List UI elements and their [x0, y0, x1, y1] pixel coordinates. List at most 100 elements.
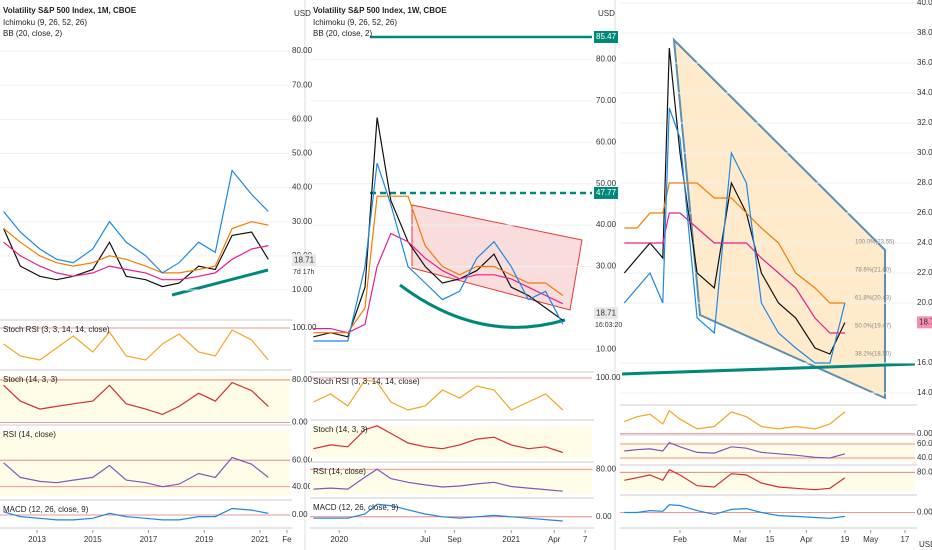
y-tick-label: 34.00	[917, 88, 932, 97]
fib-label: 50.0%(19.47)	[855, 324, 891, 330]
y-tick-label: 100.00	[292, 323, 317, 332]
series-line	[623, 47, 846, 355]
y-tick-label: 70.00	[292, 80, 313, 89]
series-line	[3, 329, 269, 361]
y-tick-label: 50.00	[596, 179, 617, 188]
pane-band	[620, 441, 915, 461]
y-tick-label: 0.00	[917, 429, 932, 438]
y-tick-label: 80.00	[292, 46, 313, 55]
y-tick-label: 60.00	[292, 455, 313, 464]
y-tick-label: 20.00	[917, 298, 932, 307]
x-tick-label: 15	[766, 535, 775, 544]
y-tick-label: 24.00	[917, 238, 932, 247]
x-tick-label: 2015	[84, 535, 102, 544]
x-tick-label: Apr	[800, 535, 813, 544]
y-tick-label: 30.00	[917, 148, 932, 157]
fib-label: 78.6%(21.80)	[855, 268, 891, 274]
x-tick-label: 2017	[140, 535, 158, 544]
y-tick-label: 40.00	[917, 453, 932, 462]
currency: USD	[294, 9, 311, 18]
series-line	[313, 425, 563, 454]
x-tick-label: 2021	[251, 535, 269, 544]
series-line	[313, 162, 564, 342]
series-line	[624, 504, 845, 519]
overlay-label: Ichimoku (9, 26, 52, 26)	[3, 18, 87, 27]
y-tick-label: 80.00	[917, 467, 932, 476]
chart-title: Volatility S&P 500 Index, 1W, CBOE	[313, 6, 447, 15]
y-tick-label: 28.00	[917, 178, 932, 187]
level-label: 85.47	[596, 32, 617, 41]
x-tick-label: 7	[583, 535, 588, 544]
pane-band	[620, 471, 915, 491]
x-tick-label: Sep	[447, 535, 462, 544]
y-tick-label: 38.00	[917, 28, 932, 37]
x-tick-label: Mar	[733, 535, 747, 544]
x-tick-label: Fe	[282, 535, 292, 544]
y-tick-label: 0.00	[292, 510, 308, 519]
indicator-label: Stoch RSI (3, 3, 14, 14, close)	[313, 377, 420, 386]
y-tick-label: 0.00	[596, 512, 612, 521]
currency: USD	[598, 9, 615, 18]
series-line	[3, 228, 269, 288]
x-tick-label: 19	[840, 535, 849, 544]
y-tick-label: 50.00	[292, 149, 313, 158]
fib-label: 61.8%(20.43)	[855, 296, 891, 302]
y-tick-label: 22.00	[917, 268, 932, 277]
y-tick-label: 40.00	[292, 183, 313, 192]
level-tag	[594, 186, 618, 199]
y-tick-label: 100.00	[596, 373, 621, 382]
x-tick-label: 2020	[330, 535, 348, 544]
fib-label: 100.0%(23.55)	[855, 240, 894, 246]
pane-band	[0, 376, 290, 421]
fib-label: 38.2%(18.50)	[855, 352, 891, 358]
series-line	[313, 379, 564, 411]
y-tick-label: 40.00	[596, 220, 617, 229]
series-line	[3, 507, 269, 521]
pane-band	[310, 426, 592, 458]
y-tick-label: 10.00	[292, 285, 313, 294]
pane-band	[0, 431, 290, 496]
y-tick-label: 80.00	[596, 55, 617, 64]
chart-title: Volatility S&P 500 Index, 1M, CBOE	[3, 6, 137, 15]
y-tick-label: 30.00	[596, 262, 617, 271]
y-tick-label: 30.00	[292, 217, 313, 226]
indicator-label: Stoch (14, 3, 3)	[313, 425, 368, 434]
y-tick-label: 70.00	[596, 96, 617, 105]
series-line	[313, 468, 563, 492]
x-tick-label: May	[863, 535, 878, 544]
series-line	[313, 195, 564, 334]
level-tag	[594, 30, 618, 43]
series-line	[3, 169, 269, 274]
x-tick-label: 2013	[28, 535, 46, 544]
y-tick-label: 60.00	[596, 137, 617, 146]
series-line	[624, 468, 846, 491]
series-line	[313, 503, 563, 522]
countdown: 16:03:20	[595, 322, 622, 329]
overlay-label: BB (20, close, 2)	[3, 29, 62, 38]
y-tick-label: 0.00	[292, 417, 308, 426]
last-price: 18.71	[294, 255, 315, 264]
y-tick-label: 60.00	[292, 114, 313, 123]
indicator-label: Stoch (14, 3, 3)	[3, 375, 58, 384]
series-line	[623, 107, 846, 364]
y-tick-label: 32.00	[917, 118, 932, 127]
series-line	[313, 117, 564, 338]
last-price: 18.71	[596, 308, 617, 317]
series-line	[3, 241, 269, 281]
last-price: 18.71	[919, 317, 932, 326]
y-tick-label: 26.00	[917, 208, 932, 217]
x-tick-label: 2021	[502, 535, 520, 544]
trend-line	[621, 362, 916, 376]
last-price-tag	[594, 307, 618, 320]
x-tick-label: 2019	[195, 535, 213, 544]
indicator-label: MACD (12, 26, close, 9)	[3, 505, 89, 514]
indicator-label: Stoch RSI (3, 3, 14, 14, close)	[3, 325, 110, 334]
indicator-label: RSI (14, close)	[3, 430, 56, 439]
series-line	[3, 456, 269, 488]
y-tick-label: 80.00	[596, 464, 617, 473]
y-tick-label: 60.00	[917, 439, 932, 448]
y-tick-label: 0.00	[917, 508, 932, 517]
y-tick-label: 40.00	[917, 0, 932, 7]
series-line	[624, 441, 846, 459]
